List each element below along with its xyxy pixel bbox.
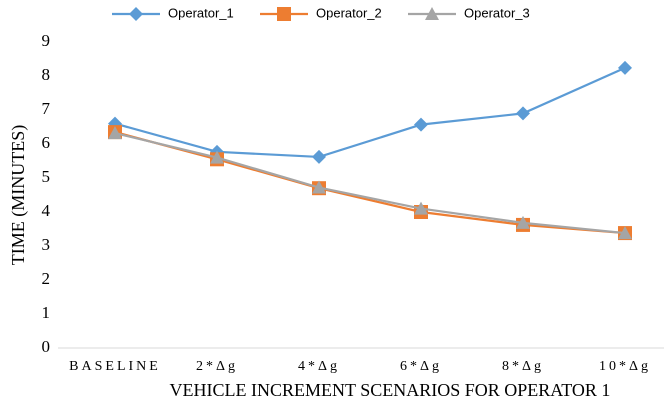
- legend-label: Operator_1: [168, 5, 234, 20]
- series-line: [114, 132, 626, 235]
- marker: [516, 215, 530, 229]
- marker: [414, 201, 428, 215]
- marker: [414, 117, 428, 132]
- y-tick-label: 6: [42, 133, 51, 152]
- x-tick-label: 2*Δg: [196, 359, 238, 374]
- y-tick-label: 2: [42, 269, 51, 288]
- y-tick-label: 5: [42, 167, 51, 186]
- legend-marker: [425, 7, 439, 20]
- y-tick-label: 9: [42, 31, 51, 50]
- x-axis-title: VEHICLE INCREMENT SCENARIOS FOR OPERATOR…: [170, 380, 611, 400]
- marker: [618, 60, 632, 75]
- legend-marker: [129, 7, 143, 21]
- x-tick-label: 6*Δg: [400, 359, 442, 374]
- marker: [312, 180, 326, 194]
- y-tick-label: 3: [42, 235, 51, 254]
- y-axis-title: TIME (MINUTES): [8, 125, 29, 265]
- marker: [516, 106, 530, 121]
- legend-label: Operator_3: [464, 5, 530, 20]
- x-tick-label: BASELINE: [69, 359, 161, 374]
- marker: [618, 226, 632, 240]
- x-tick-label: 10*Δg: [599, 359, 651, 374]
- y-tick-label: 0: [42, 337, 51, 356]
- y-tick-label: 7: [42, 99, 51, 118]
- marker: [108, 116, 122, 131]
- marker: [312, 149, 326, 164]
- legend-label: Operator_2: [316, 5, 382, 20]
- legend-marker: [277, 7, 291, 21]
- y-tick-label: 1: [42, 303, 51, 322]
- x-tick-label: 4*Δg: [298, 359, 340, 374]
- marker: [108, 126, 122, 140]
- y-tick-label: 8: [42, 65, 51, 84]
- series-line: [114, 131, 626, 235]
- y-tick-label: 4: [42, 201, 51, 220]
- series-line: [114, 66, 626, 159]
- marker: [210, 150, 224, 164]
- x-tick-label: 8*Δg: [502, 359, 544, 374]
